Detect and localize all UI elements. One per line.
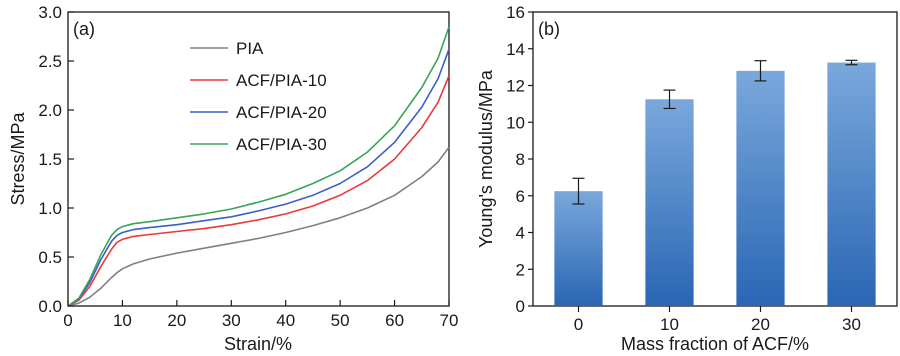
y-axis-label-a: Stress/MPa <box>8 112 28 206</box>
legend-a: PIA ACF/PIA-10 ACF/PIA-20 ACF/PIA-30 <box>190 39 327 154</box>
y-tick-label-a: 0.5 <box>38 248 62 267</box>
y-tick-label-b: 6 <box>516 187 525 206</box>
series-line-3 <box>67 26 450 307</box>
x-tick-label-a: 10 <box>113 311 132 330</box>
bar-0 <box>554 191 603 306</box>
y-tick-label-a: 2.0 <box>38 101 62 120</box>
y-tick-label-a: 1.0 <box>38 199 62 218</box>
x-tick-label-a: 20 <box>167 311 186 330</box>
x-tick-label-b: 30 <box>842 315 861 334</box>
x-tick-label-a: 40 <box>276 311 295 330</box>
legend-label-0: PIA <box>236 39 264 58</box>
y-tick-label-a: 2.5 <box>38 52 62 71</box>
legend-label-2: ACF/PIA-20 <box>236 103 327 122</box>
x-tick-label-b: 0 <box>574 315 583 334</box>
series-line-1 <box>67 75 450 307</box>
bar-20 <box>736 70 785 306</box>
chart-a: 0 10 20 30 40 50 60 70 0.0 0.5 1.0 1.5 2.0 2.5 3.0 (a… <box>8 3 458 354</box>
y-tick-label-b: 16 <box>506 3 525 22</box>
legend-label-3: ACF/PIA-30 <box>236 135 327 154</box>
x-axis-label-b: Mass fraction of ACF/% <box>621 334 809 354</box>
x-tick-label-a: 60 <box>385 311 404 330</box>
series-line-0 <box>67 146 450 307</box>
y-tick-label-b: 8 <box>516 150 525 169</box>
legend-label-1: ACF/PIA-10 <box>236 71 327 90</box>
y-tick-label-b: 4 <box>516 224 525 243</box>
chart-b: 0 10 20 30 0 2 4 6 8 10 12 14 16 (b) Mass fraction … <box>476 3 898 354</box>
x-axis-label-a: Strain/% <box>224 334 292 354</box>
y-tick-label-b: 0 <box>516 297 525 316</box>
x-tick-label-b: 10 <box>660 315 679 334</box>
y-tick-label-b: 14 <box>506 40 525 59</box>
y-tick-label-a: 0.0 <box>38 297 62 316</box>
y-tick-label-a: 1.5 <box>38 150 62 169</box>
y-axis-label-b: Young's modulus/MPa <box>476 69 496 248</box>
y-tick-label-b: 10 <box>506 113 525 132</box>
x-tick-label-a: 30 <box>222 311 241 330</box>
x-tick-label-a: 0 <box>63 311 72 330</box>
x-tick-label-b: 20 <box>751 315 770 334</box>
x-tick-label-a: 70 <box>440 311 459 330</box>
panel-label-a: (a) <box>73 19 95 39</box>
y-tick-label-b: 2 <box>516 260 525 279</box>
panel-label-b: (b) <box>538 19 560 39</box>
bar-10 <box>645 99 694 306</box>
y-tick-label-a: 3.0 <box>38 3 62 22</box>
y-tick-label-b: 12 <box>506 77 525 96</box>
x-tick-label-a: 50 <box>331 311 350 330</box>
series-line-2 <box>67 48 450 307</box>
bar-30 <box>827 62 876 306</box>
